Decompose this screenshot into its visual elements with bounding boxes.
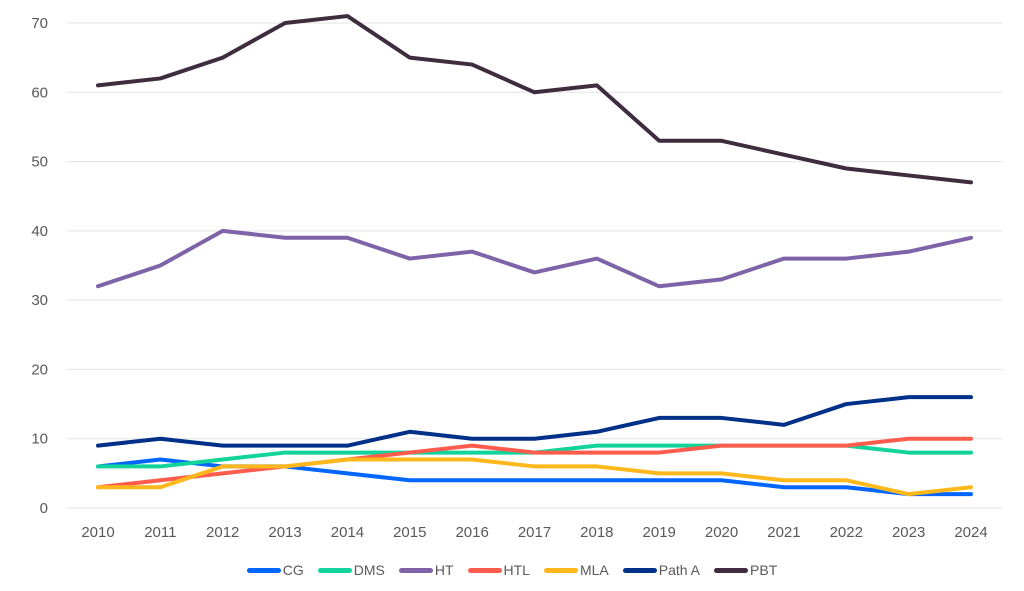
legend-swatch: [317, 567, 352, 573]
series-line-mla: [96, 457, 973, 497]
series-line-ht: [96, 228, 973, 289]
y-tick-label: 40: [31, 223, 48, 240]
x-tick-label: 2012: [206, 524, 239, 541]
x-tick-label: 2022: [830, 524, 863, 541]
x-tick-label: 2024: [954, 524, 987, 541]
line-chart: 0 10 20 30 40 50 60 70 2010 2011 2012 2013 2014 2015…: [31, 14, 1003, 541]
series-lines: [96, 14, 973, 497]
legend-swatch: [622, 567, 657, 573]
series-line-pbt: [96, 14, 973, 185]
legend-item: HT: [398, 562, 454, 578]
legend-item: MLA: [543, 562, 609, 578]
x-tick-label: 2018: [580, 524, 613, 541]
legend-swatch: [246, 567, 281, 573]
y-tick-label: 50: [31, 154, 48, 171]
x-tick-label: 2013: [268, 524, 301, 541]
series-line-dms: [96, 443, 973, 469]
legend-swatch: [714, 567, 749, 573]
y-axis-ticks: 0 10 20 30 40 50 60 70: [31, 15, 48, 517]
legend-label: PBT: [750, 562, 778, 578]
legend-item: HTL: [467, 562, 530, 578]
y-tick-label: 0: [40, 500, 48, 517]
x-tick-label: 2011: [144, 524, 176, 541]
legend-swatch: [467, 567, 502, 573]
legend-label: MLA: [579, 562, 609, 578]
x-tick-label: 2017: [518, 524, 551, 541]
legend-label: DMS: [353, 562, 385, 578]
legend-item: PBT: [714, 562, 777, 578]
series-line-htl: [96, 436, 973, 490]
legend-item: DMS: [317, 562, 385, 578]
x-tick-label: 2020: [705, 524, 738, 541]
legend-label: Path A: [658, 562, 701, 578]
legend: CG DMS HT HTL MLA Path A PBT: [0, 562, 1024, 578]
x-tick-label: 2016: [455, 524, 488, 541]
legend-label: CG: [282, 562, 304, 578]
legend-label: HT: [434, 562, 454, 578]
x-tick-label: 2010: [81, 524, 114, 541]
x-tick-label: 2014: [331, 524, 364, 541]
x-tick-label: 2021: [767, 524, 800, 541]
y-tick-label: 20: [31, 361, 48, 378]
y-tick-label: 70: [31, 15, 48, 32]
x-tick-label: 2023: [892, 524, 925, 541]
y-tick-label: 60: [31, 84, 48, 101]
series-line-path-a: [96, 395, 973, 448]
legend-swatch: [543, 567, 578, 573]
x-tick-label: 2015: [393, 524, 426, 541]
y-tick-label: 30: [31, 292, 48, 309]
x-axis-ticks: 2010 2011 2012 2013 2014 2015 2016 2017 2018 2019…: [81, 524, 987, 541]
legend-item: Path A: [622, 562, 701, 578]
legend-swatch: [398, 567, 433, 573]
y-tick-label: 10: [31, 431, 48, 448]
gridlines: [67, 22, 1003, 509]
legend-label: HTL: [503, 562, 530, 578]
legend-item: CG: [246, 562, 304, 578]
x-tick-label: 2019: [643, 524, 676, 541]
